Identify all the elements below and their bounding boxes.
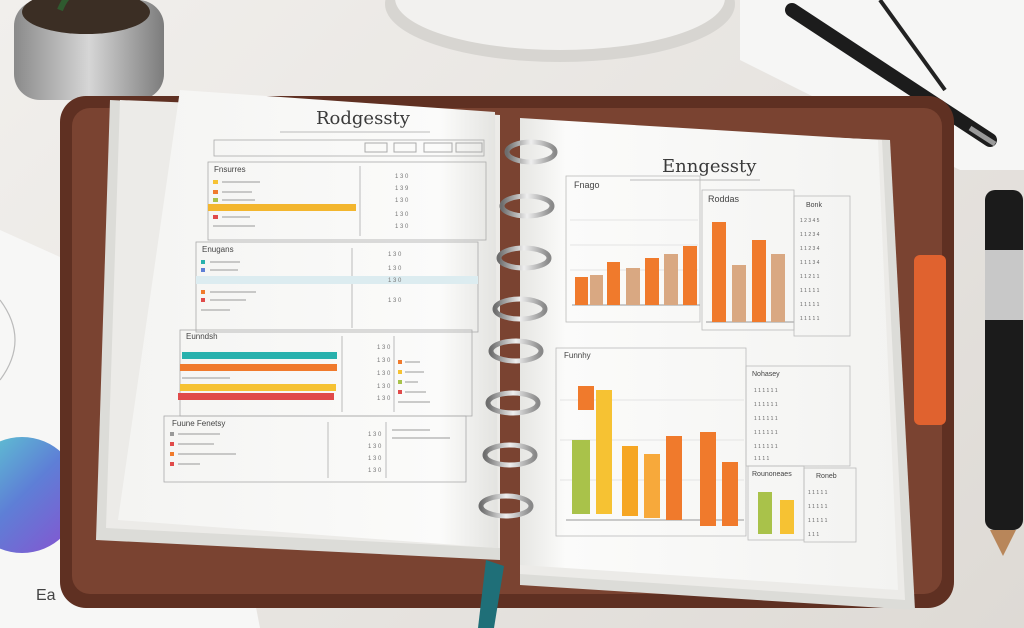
svg-text:1 3 0: 1 3 0 [377,358,391,364]
right-page [520,118,898,590]
svg-text:1 3 0: 1 3 0 [395,174,409,180]
pen-top-right [785,0,997,147]
svg-text:1 1 2 1 1: 1 1 2 1 1 [800,274,820,280]
svg-text:1 1 1 1 1: 1 1 1 1 1 [808,518,828,524]
bar [572,440,590,514]
svg-text:1 3 0: 1 3 0 [395,212,409,218]
bar [664,254,678,305]
left-page-title: Rodgessty [316,108,411,129]
bar [712,222,726,322]
bar [780,500,794,534]
bar [732,265,746,322]
bar [722,462,738,526]
bar [622,446,638,516]
svg-text:1 1 1 1 1 1: 1 1 1 1 1 1 [754,416,778,422]
bar [771,254,785,322]
svg-text:1 3 0: 1 3 0 [388,266,402,272]
bar [607,262,620,305]
svg-text:1 3 0: 1 3 0 [368,432,382,438]
svg-text:1 1 1 1 1: 1 1 1 1 1 [800,316,820,322]
bar [644,454,660,518]
panel-label-fnago: Fnago [574,180,600,190]
svg-text:1 2 3 4 5: 1 2 3 4 5 [800,218,820,224]
left-section-1-heading: Fnsurres [214,165,246,174]
left-page [118,90,498,548]
bar [752,240,766,322]
svg-text:1 1 1 3 4: 1 1 1 3 4 [800,260,820,266]
pen-right [985,190,1023,556]
svg-text:1 3 0: 1 3 0 [377,345,391,351]
svg-text:1 1 1 1 1 1: 1 1 1 1 1 1 [754,388,778,394]
svg-text:1 1 1 1: 1 1 1 1 [754,456,770,462]
svg-text:1 3 0: 1 3 0 [377,384,391,390]
svg-text:1 3 0: 1 3 0 [395,224,409,230]
panel-label-roddas: Roddas [708,194,740,204]
bar [626,268,640,305]
svg-text:1 3 0: 1 3 0 [388,278,402,284]
svg-text:1 3 9: 1 3 9 [395,186,409,192]
panel-label-rounoneaes: Rounoneaes [752,471,792,478]
svg-text:1 1 1 1 1: 1 1 1 1 1 [808,490,828,496]
panel-label-roneb: Roneb [816,473,837,480]
panel-label-nohasey: Nohasey [752,371,780,378]
panel-label-funnhy: Funnhy [564,351,591,360]
right-page-title: Enngessty [662,156,757,177]
svg-text:1 1 1 1 1 1: 1 1 1 1 1 1 [754,444,778,450]
bar [666,436,682,520]
svg-text:1 3 0: 1 3 0 [395,198,409,204]
calendar-panel-3 [803,467,857,543]
bar [578,386,594,410]
calendar-panel-1 [793,195,851,337]
svg-text:1 1 2 3 4: 1 1 2 3 4 [800,232,820,238]
svg-text:1 1 1 1 1: 1 1 1 1 1 [800,288,820,294]
svg-text:1 3 0: 1 3 0 [377,371,391,377]
svg-text:1 1 2 3 4: 1 1 2 3 4 [800,246,820,252]
svg-text:1 3 0: 1 3 0 [368,456,382,462]
bar [758,492,772,534]
chart-panel-1 [565,175,701,323]
left-section-3-heading: Eunndsh [186,332,218,341]
bar [575,277,588,305]
svg-text:1 3 0: 1 3 0 [368,444,382,450]
bar [645,258,659,305]
right-page-content: Enngessty Fnago Roddas Bonk 1 2 3 4 5 1 1… [555,156,857,543]
left-section-2-heading: Enugans [202,245,234,254]
bar [590,275,603,305]
svg-text:1 3 0: 1 3 0 [388,298,402,304]
bookmark-ribbon [478,560,504,628]
svg-text:1 1 1: 1 1 1 [808,532,819,538]
svg-text:1 1 1 1 1: 1 1 1 1 1 [800,302,820,308]
left-section-4-heading: Fuune Fenetsy [172,419,225,428]
paper-note: Ea [36,587,56,604]
orange-tab [914,255,946,425]
panel-label-bonk: Bonk [806,202,822,209]
bar [596,390,612,514]
left-page-content: Rodgessty Fnsurres 1 3 0 1 3 9 1 3 0 1 3 0… [163,108,487,483]
bar [683,246,697,305]
svg-text:1 1 1 1 1: 1 1 1 1 1 [808,504,828,510]
svg-text:1 3 0: 1 3 0 [377,396,391,402]
gradient-sphere [0,437,80,553]
svg-text:1 3 0: 1 3 0 [388,252,402,258]
ring-binder [478,139,558,519]
plant-pot [14,0,164,100]
svg-text:1 3 0: 1 3 0 [368,468,382,474]
bar [700,432,716,526]
svg-text:1 1 1 1 1 1: 1 1 1 1 1 1 [754,402,778,408]
svg-text:1 1 1 1 1 1: 1 1 1 1 1 1 [754,430,778,436]
